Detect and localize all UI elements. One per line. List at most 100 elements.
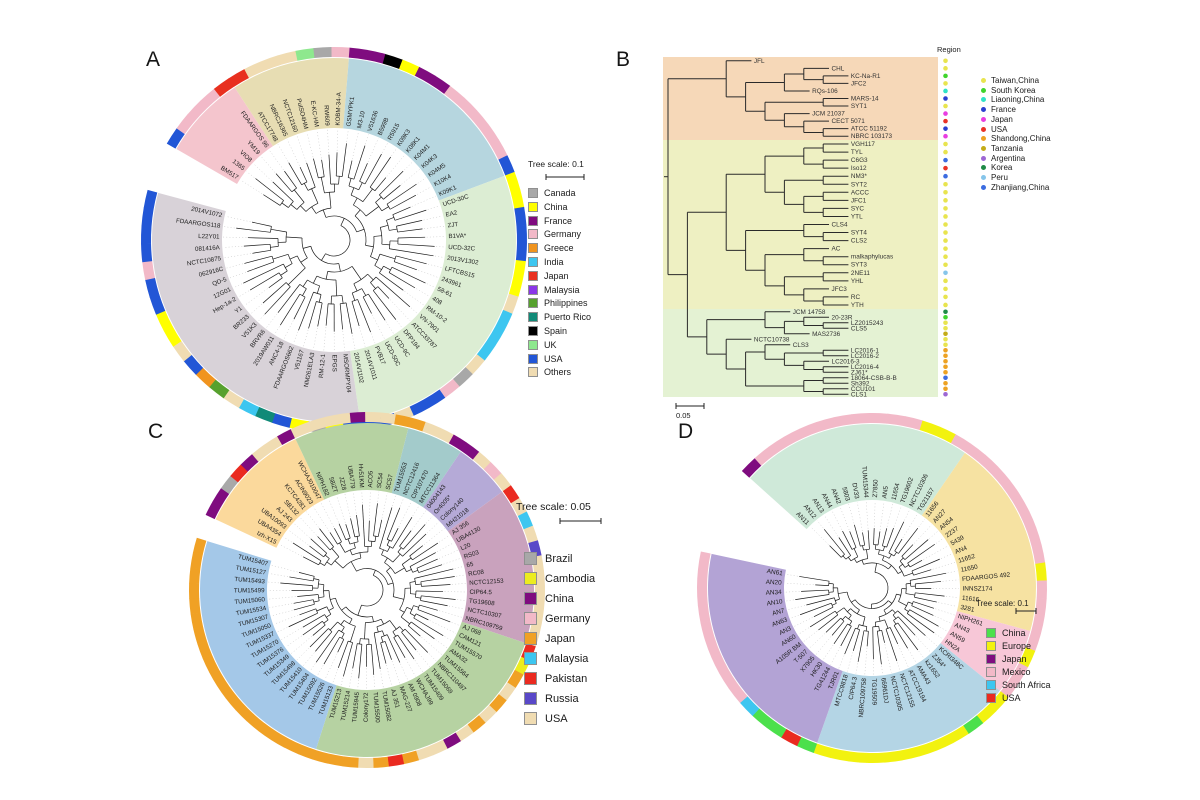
leaf-label: AJ 351 <box>389 688 401 709</box>
region-dot <box>943 181 948 187</box>
region-dot <box>943 165 948 171</box>
legend-item: China <box>528 201 568 212</box>
branch-radial <box>341 606 347 611</box>
leaf-guide <box>438 550 458 559</box>
leaf-label: TYL <box>851 149 863 156</box>
legend-swatch <box>524 652 537 665</box>
branch-radial <box>393 596 404 600</box>
legend-label: USA <box>991 124 1008 134</box>
branch-arc <box>409 566 414 573</box>
ring-segment <box>429 739 448 756</box>
branch-radial <box>310 538 327 554</box>
branch-radial <box>399 530 412 547</box>
branch-radial <box>318 583 324 585</box>
branch-arc <box>305 203 319 212</box>
ring-segment <box>916 741 937 757</box>
legend-item: China <box>986 628 1026 638</box>
branch-radial <box>847 557 852 562</box>
branch-radial <box>293 189 305 203</box>
branch-radial <box>386 567 391 572</box>
leaf-guide <box>939 626 948 632</box>
ring-segment <box>429 75 451 95</box>
legend-label: Mexico <box>1002 667 1031 677</box>
leaf-guide <box>258 315 264 322</box>
branch-radial <box>319 528 334 548</box>
branch-radial <box>862 616 866 626</box>
ring-segment <box>197 640 213 659</box>
legend-label: China <box>1002 628 1026 638</box>
ring-segment <box>813 743 834 759</box>
leaf-label: UBA779 <box>346 465 356 489</box>
leaf-guide <box>277 627 288 633</box>
leaf-guide <box>448 605 465 610</box>
ring-segment <box>965 443 986 463</box>
branch-arc <box>854 599 889 609</box>
branch-radial <box>298 572 315 577</box>
branch-arc <box>882 559 899 574</box>
panel-d-letter: D <box>678 420 694 443</box>
leaf-label: Sh392 <box>851 380 870 387</box>
branch-radial <box>893 625 908 649</box>
ring-segment <box>365 412 381 423</box>
leaf-label: LC2016-1 <box>851 347 880 354</box>
ring-segment <box>505 171 521 193</box>
ring-segment <box>372 756 389 768</box>
leaf-guide <box>436 246 445 248</box>
branch-radial <box>317 302 323 327</box>
ring-segment <box>304 418 323 433</box>
branch-radial <box>255 178 284 201</box>
leaf-guide <box>392 495 396 507</box>
branch-radial <box>370 256 378 261</box>
ring-segment <box>935 426 956 444</box>
leaf-label: UCD-32C <box>448 244 476 253</box>
ring-segment <box>327 753 345 767</box>
branch-arc <box>392 626 400 632</box>
branch-radial <box>412 570 418 573</box>
ring-segment <box>251 444 271 462</box>
ring-segment <box>978 454 999 475</box>
ring-segment <box>394 414 412 428</box>
leaf-guide <box>929 531 939 539</box>
branch-radial <box>878 616 881 622</box>
leaf-guide <box>306 132 314 158</box>
branch-radial <box>897 610 926 636</box>
legend-label: Canada <box>544 188 576 198</box>
ring-segment <box>697 551 711 571</box>
branch-radial <box>409 552 436 567</box>
legend-item: Brazil <box>524 552 573 565</box>
branch-arc <box>420 595 422 601</box>
branch-radial <box>311 206 317 214</box>
leaf-label: CLS3 <box>793 342 809 349</box>
region-dot <box>943 214 948 219</box>
ring-segment <box>766 719 787 738</box>
branch-radial <box>840 626 852 647</box>
region-dot <box>943 81 948 86</box>
scale-bar-c <box>559 518 602 524</box>
branch-radial <box>313 275 318 284</box>
leaf-guide <box>291 636 312 654</box>
branch-radial <box>264 286 291 315</box>
branch-arc <box>345 606 373 618</box>
ring-segment <box>517 511 534 530</box>
leaf-label: RS03 <box>463 549 480 561</box>
branch-arc <box>325 225 351 257</box>
branch-radial <box>309 628 329 648</box>
ring-segment <box>883 750 903 763</box>
ring-segment <box>467 715 486 733</box>
leaf-guide <box>377 491 380 502</box>
leaf-label: 11652 <box>957 553 976 565</box>
branch-radial <box>287 267 306 285</box>
ring-segment <box>508 277 524 297</box>
leaf-guide <box>367 138 379 162</box>
branch-radial <box>298 291 314 331</box>
region-dot <box>943 238 948 243</box>
branch-arc <box>354 535 360 538</box>
branch-radial <box>315 631 333 652</box>
ring-segment <box>455 724 474 742</box>
scale-bar-a <box>545 174 585 180</box>
clade-sector <box>750 424 965 530</box>
leaf-label: 65 <box>466 561 475 570</box>
branch-radial <box>392 631 397 637</box>
branch-radial <box>357 604 362 616</box>
